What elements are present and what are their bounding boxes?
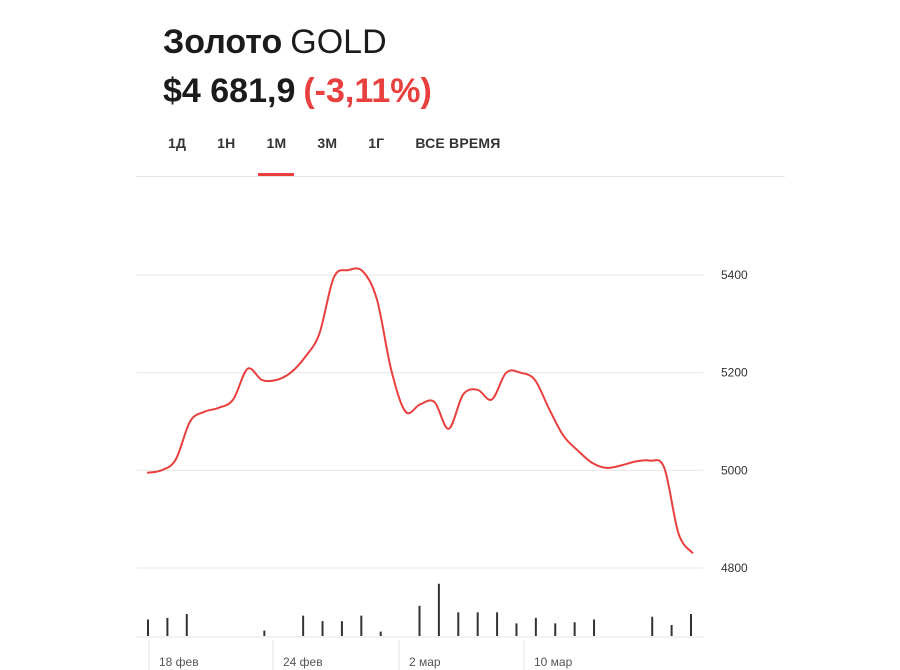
x-tick-label: 18 фев bbox=[159, 655, 199, 669]
tab-all-time[interactable]: ВСЕ ВРЕМЯ bbox=[415, 135, 501, 151]
y-tick-label: 5400 bbox=[721, 268, 748, 282]
x-tick-label: 24 фев bbox=[283, 655, 323, 669]
price-change: (-3,11%) bbox=[303, 72, 432, 110]
price-series-line bbox=[146, 267, 694, 555]
current-price: $4 681,9 bbox=[163, 72, 296, 110]
instrument-ticker: GOLD bbox=[290, 23, 387, 61]
y-tick-label: 5000 bbox=[721, 463, 748, 477]
instrument-title: Золото GOLD bbox=[163, 22, 387, 62]
instrument-name: Золото bbox=[163, 23, 283, 61]
volume-bars bbox=[147, 583, 692, 636]
y-tick-label: 4800 bbox=[721, 561, 748, 575]
tab-1w[interactable]: 1Н bbox=[217, 135, 236, 151]
tab-1y[interactable]: 1Г bbox=[368, 135, 385, 151]
period-tabs: 1Д 1Н 1М 3М 1Г ВСЕ ВРЕМЯ bbox=[160, 130, 524, 176]
tabs-divider bbox=[136, 176, 785, 177]
tab-1m[interactable]: 1М bbox=[258, 130, 295, 176]
price-line: $4 681,9 (-3,11%) bbox=[163, 70, 432, 112]
grid-lines bbox=[137, 274, 703, 569]
y-axis-ticks: 5400 5200 5000 4800 bbox=[721, 268, 748, 575]
tab-3m[interactable]: 3М bbox=[317, 135, 338, 151]
x-tick-label: 2 мар bbox=[409, 655, 441, 669]
x-tick-label: 10 мар bbox=[534, 655, 573, 669]
y-tick-label: 5200 bbox=[721, 366, 748, 380]
x-axis: 18 фев 24 фев 2 мар 10 мар bbox=[137, 636, 703, 670]
tab-1d[interactable]: 1Д bbox=[168, 135, 187, 151]
